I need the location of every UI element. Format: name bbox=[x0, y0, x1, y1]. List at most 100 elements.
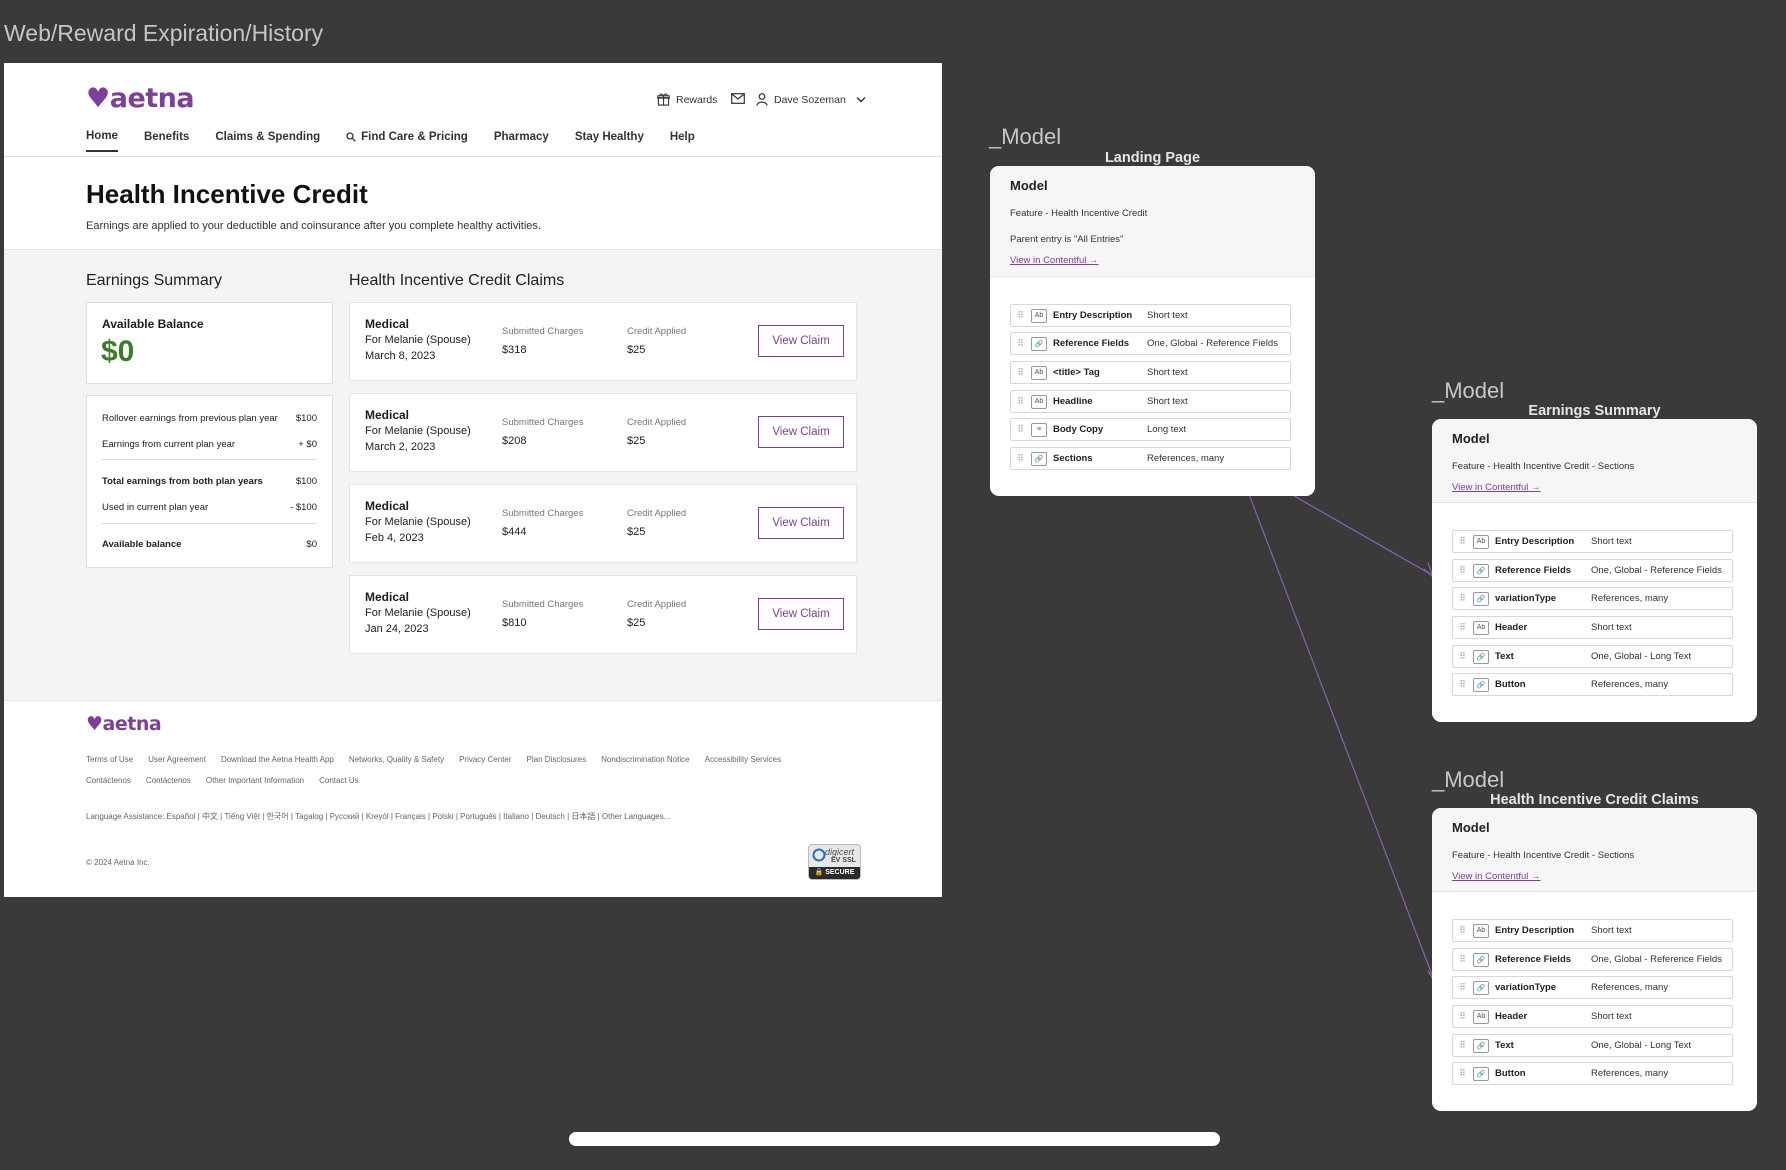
submitted-label: Submitted Charges bbox=[502, 326, 584, 337]
nav-divider bbox=[4, 156, 942, 157]
drag-handle-icon[interactable]: ⠿ bbox=[1017, 424, 1024, 434]
digicert-logo-icon bbox=[812, 848, 826, 862]
heart-icon: ♥ bbox=[86, 713, 103, 735]
nav-help[interactable]: Help bbox=[669, 131, 695, 143]
footer-link[interactable]: Nondiscrimination Notice bbox=[601, 755, 690, 764]
badge-text: EV SSL bbox=[831, 857, 856, 864]
drag-handle-icon[interactable]: ⠿ bbox=[1459, 622, 1466, 632]
view-in-contentful-link[interactable]: View in Contentful → bbox=[1452, 482, 1541, 493]
field-row[interactable]: ⠿ Ab <title> Tag Short text bbox=[1010, 361, 1291, 384]
footer-link[interactable]: Contact Us bbox=[319, 776, 359, 785]
nav-stay-healthy[interactable]: Stay Healthy bbox=[574, 131, 644, 143]
footer-link[interactable]: Privacy Center bbox=[459, 755, 512, 764]
view-claim-button[interactable]: View Claim bbox=[758, 598, 844, 630]
short-text-icon: Ab bbox=[1473, 534, 1489, 549]
drag-handle-icon[interactable]: ⠿ bbox=[1459, 679, 1466, 689]
view-claim-button[interactable]: View Claim bbox=[758, 325, 844, 357]
drag-handle-icon[interactable]: ⠿ bbox=[1459, 593, 1466, 603]
drag-handle-icon[interactable]: ⠿ bbox=[1459, 1040, 1466, 1050]
nav-benefits[interactable]: Benefits bbox=[143, 131, 190, 143]
drag-handle-icon[interactable]: ⠿ bbox=[1017, 367, 1024, 377]
language-assistance[interactable]: Language Assistance: Español | 中文 | Tiến… bbox=[86, 812, 671, 821]
model-feature: Feature - Health Incentive Credit - Sect… bbox=[1452, 850, 1635, 861]
footer-link[interactable]: Networks, Quality & Safety bbox=[348, 755, 445, 764]
field-row[interactable]: ⠿ 🔗 Reference Fields One, Global - Referenc… bbox=[1452, 948, 1733, 971]
earnings-summary-title: Earnings Summary bbox=[86, 272, 223, 289]
footer-link[interactable]: Other Important Information bbox=[205, 776, 305, 785]
field-row[interactable]: ⠿ 🔗 Text One, Global - Long Text bbox=[1452, 645, 1733, 668]
field-row[interactable]: ⠿ 🔗 variationType References, many bbox=[1452, 976, 1733, 999]
drag-handle-icon[interactable]: ⠿ bbox=[1459, 1011, 1466, 1021]
footer-link[interactable]: Terms of Use bbox=[86, 755, 134, 764]
aetna-logo[interactable]: ♥aetna bbox=[86, 83, 195, 114]
model-card-earnings-summary: Model Feature - Health Incentive Credit … bbox=[1432, 419, 1757, 722]
field-row[interactable]: ⠿ 🔗 Button References, many bbox=[1452, 673, 1733, 696]
main-nav: Home Benefits Claims & Spending Find Car… bbox=[86, 130, 721, 152]
model-label: _Model bbox=[1432, 767, 1505, 792]
balance-label: Available Balance bbox=[102, 317, 204, 331]
field-row[interactable]: ⠿ 🔗 Reference Fields One, Global - Referenc… bbox=[1010, 332, 1291, 355]
copyright: © 2024 Aetna Inc. bbox=[86, 858, 150, 867]
claim-date: Feb 4, 2023 bbox=[365, 532, 424, 544]
field-row[interactable]: ⠿ Ab Header Short text bbox=[1452, 1005, 1733, 1028]
mail-button[interactable] bbox=[731, 93, 745, 104]
footer-link[interactable]: Accessibility Services bbox=[704, 755, 782, 764]
field-row[interactable]: ⠿ Ab Entry Description Short text bbox=[1452, 919, 1733, 942]
drag-handle-icon[interactable]: ⠿ bbox=[1017, 310, 1024, 320]
field-row[interactable]: ⠿ Ab Header Short text bbox=[1452, 616, 1733, 639]
drag-handle-icon[interactable]: ⠿ bbox=[1017, 338, 1024, 348]
submitted-label: Submitted Charges bbox=[502, 508, 584, 519]
drag-handle-icon[interactable]: ⠿ bbox=[1459, 982, 1466, 992]
field-row[interactable]: ⠿ Ab Entry Description Short text bbox=[1452, 530, 1733, 553]
rewards-link[interactable]: Rewards bbox=[657, 93, 717, 106]
submitted-value: $444 bbox=[502, 526, 527, 538]
nav-claims-spending[interactable]: Claims & Spending bbox=[215, 131, 321, 143]
drag-handle-icon[interactable]: ⠿ bbox=[1459, 565, 1466, 575]
envelope-icon bbox=[731, 93, 745, 104]
field-row[interactable]: ⠿ Ab Entry Description Short text bbox=[1010, 304, 1291, 327]
drag-handle-icon[interactable]: ⠿ bbox=[1459, 954, 1466, 964]
drag-handle-icon[interactable]: ⠿ bbox=[1459, 651, 1466, 661]
long-text-icon: ≡ bbox=[1031, 422, 1047, 437]
drag-handle-icon[interactable]: ⠿ bbox=[1017, 396, 1024, 406]
frame-title: Web/Reward Expiration/History bbox=[4, 20, 324, 46]
digicert-badge[interactable]: digicert EV SSL 🔒 SECURE bbox=[808, 844, 861, 880]
field-row[interactable]: ⠿ Ab Headline Short text bbox=[1010, 390, 1291, 413]
reference-icon: 🔗 bbox=[1031, 451, 1047, 466]
field-row[interactable]: ⠿ 🔗 Reference Fields One, Global - Referenc… bbox=[1452, 559, 1733, 582]
breakdown-row: Available balance $0 bbox=[102, 539, 317, 550]
nav-pharmacy[interactable]: Pharmacy bbox=[493, 131, 549, 143]
nav-find-care[interactable]: Find Care & Pricing bbox=[346, 130, 468, 152]
user-name: Dave Sozeman bbox=[774, 93, 846, 106]
model-label: _Model bbox=[989, 124, 1062, 149]
nav-home[interactable]: Home bbox=[86, 130, 118, 152]
view-in-contentful-link[interactable]: View in Contentful → bbox=[1452, 871, 1541, 882]
drag-handle-icon[interactable]: ⠿ bbox=[1459, 1068, 1466, 1078]
field-row[interactable]: ⠿ 🔗 variationType References, many bbox=[1452, 587, 1733, 610]
footer-link[interactable]: Contáctenos bbox=[86, 776, 131, 785]
view-in-contentful-link[interactable]: View in Contentful → bbox=[1010, 255, 1099, 266]
drag-handle-icon[interactable]: ⠿ bbox=[1017, 453, 1024, 463]
field-row[interactable]: ⠿ ≡ Body Copy Long text bbox=[1010, 418, 1291, 441]
view-claim-button[interactable]: View Claim bbox=[758, 416, 844, 448]
field-row[interactable]: ⠿ 🔗 Button References, many bbox=[1452, 1062, 1733, 1085]
footer-link[interactable]: User Agreement bbox=[148, 755, 206, 764]
drag-handle-icon[interactable]: ⠿ bbox=[1459, 925, 1466, 935]
user-menu[interactable]: Dave Sozeman bbox=[756, 93, 866, 106]
chevron-down-icon bbox=[856, 97, 866, 103]
drag-handle-icon[interactable]: ⠿ bbox=[1459, 536, 1466, 546]
view-claim-button[interactable]: View Claim bbox=[758, 507, 844, 539]
field-row[interactable]: ⠿ 🔗 Sections References, many bbox=[1010, 447, 1291, 470]
horizontal-scrollbar[interactable] bbox=[569, 1132, 1220, 1146]
footer-logo[interactable]: ♥aetna bbox=[86, 713, 162, 735]
reference-icon: 🔗 bbox=[1473, 1038, 1489, 1053]
footer-link[interactable]: Plan Disclosures bbox=[526, 755, 587, 764]
rewards-label: Rewards bbox=[676, 93, 718, 106]
footer-link[interactable]: Download the Aetna Health App bbox=[220, 755, 334, 764]
footer-link[interactable]: Contáctenos bbox=[145, 776, 191, 785]
model-parent: Parent entry is "All Entries" bbox=[1010, 234, 1124, 245]
model-card-claims: Model Feature - Health Incentive Credit … bbox=[1432, 808, 1757, 1111]
field-row[interactable]: ⠿ 🔗 Text One, Global - Long Text bbox=[1452, 1034, 1733, 1057]
breakdown-divider bbox=[102, 459, 317, 460]
credit-value: $25 bbox=[627, 344, 646, 356]
